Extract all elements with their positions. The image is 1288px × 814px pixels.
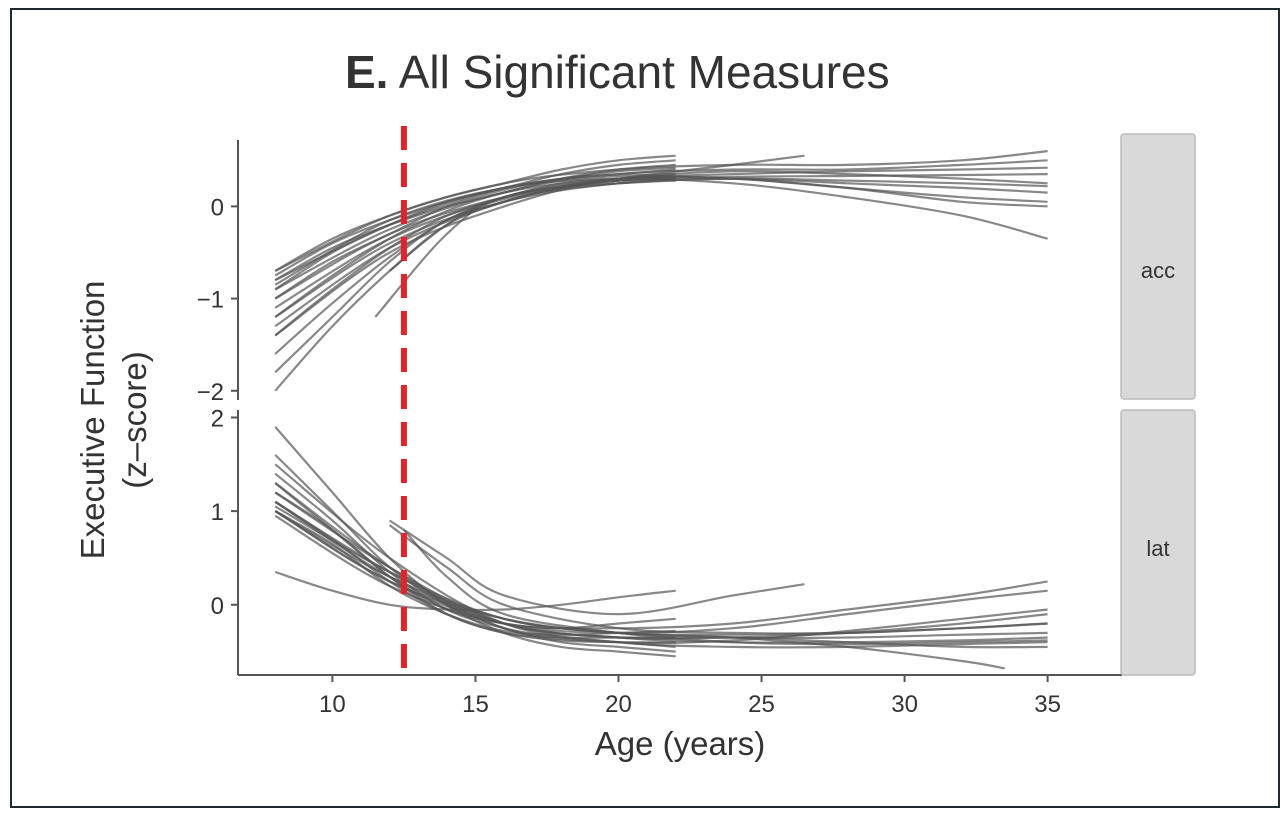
x-tick-label-1: 15 [462, 691, 489, 718]
x-axis-ticks: 10 15 20 25 30 35 [319, 675, 1061, 718]
x-axis-label: Age (years) [595, 725, 766, 762]
x-tick-label-2: 20 [605, 691, 632, 718]
facet-strip-lat [1120, 409, 1196, 676]
series-line-acc-21 [388, 154, 805, 272]
series-line-acc-14 [274, 173, 1048, 300]
y-tick-label-lat-2: 0 [211, 593, 224, 620]
series-line-lat-8 [274, 463, 1048, 649]
y-tick-label-acc-0: 0 [211, 194, 224, 221]
chart-title: E. All Significant Measures [345, 46, 890, 98]
y-tick-label-lat-1: 1 [211, 499, 224, 526]
series-line-acc-4 [274, 166, 676, 291]
series-line-acc-1 [274, 154, 676, 272]
series-line-lat-2 [274, 454, 676, 653]
series-line-lat-16 [274, 500, 1048, 649]
y-axis-label-line2: (z–score) [116, 351, 153, 489]
series-line-acc-20 [374, 170, 1048, 318]
series-line-acc-16 [274, 177, 1048, 318]
y-axis-label-line1: Executive Function [74, 281, 111, 560]
series-line-acc-11 [274, 150, 1048, 272]
chart-title-bold: E. [345, 46, 388, 98]
facet-panel-lat [274, 426, 1048, 670]
facet-strip-acc [1120, 133, 1196, 400]
series-line-lat-15 [274, 514, 1048, 630]
x-tick-label-4: 30 [891, 691, 918, 718]
y-axis-label: Executive Function (z–score) [74, 281, 153, 560]
x-tick-label-3: 25 [748, 691, 775, 718]
facet-panel-acc [274, 150, 1048, 392]
y-axis-ticks: 0 −1 −22 1 0 [197, 194, 238, 620]
series-line-acc-6 [274, 173, 676, 318]
y-tick-label-lat-0: 2 [211, 405, 224, 432]
series-line-acc-12 [274, 159, 1048, 282]
series-line-lat-13 [274, 482, 1048, 645]
y-tick-label-acc-1: −1 [197, 287, 224, 314]
series-line-acc-19 [274, 177, 1048, 286]
figure-frame: E. All Significant Measures Executive Fu… [10, 8, 1280, 808]
chart: E. All Significant Measures Executive Fu… [74, 46, 1196, 762]
series-line-lat-17 [274, 510, 1005, 670]
series-line-lat-19 [389, 519, 805, 616]
facet-strip-label-lat: lat [1146, 536, 1169, 561]
series-line-lat-3 [274, 472, 676, 648]
series-line-acc-18 [274, 175, 1048, 337]
y-tick-label-acc-2: −2 [197, 379, 224, 406]
facet-strip-label-acc: acc [1141, 258, 1175, 283]
x-tick-label-5: 35 [1034, 691, 1061, 718]
x-tick-label-0: 10 [319, 691, 346, 718]
chart-title-rest: All Significant Measures [388, 46, 889, 98]
series-line-acc-2 [274, 159, 676, 277]
series-line-lat-20 [388, 524, 1048, 635]
series-line-lat-18 [274, 570, 676, 612]
series-line-lat-21 [403, 529, 1048, 646]
